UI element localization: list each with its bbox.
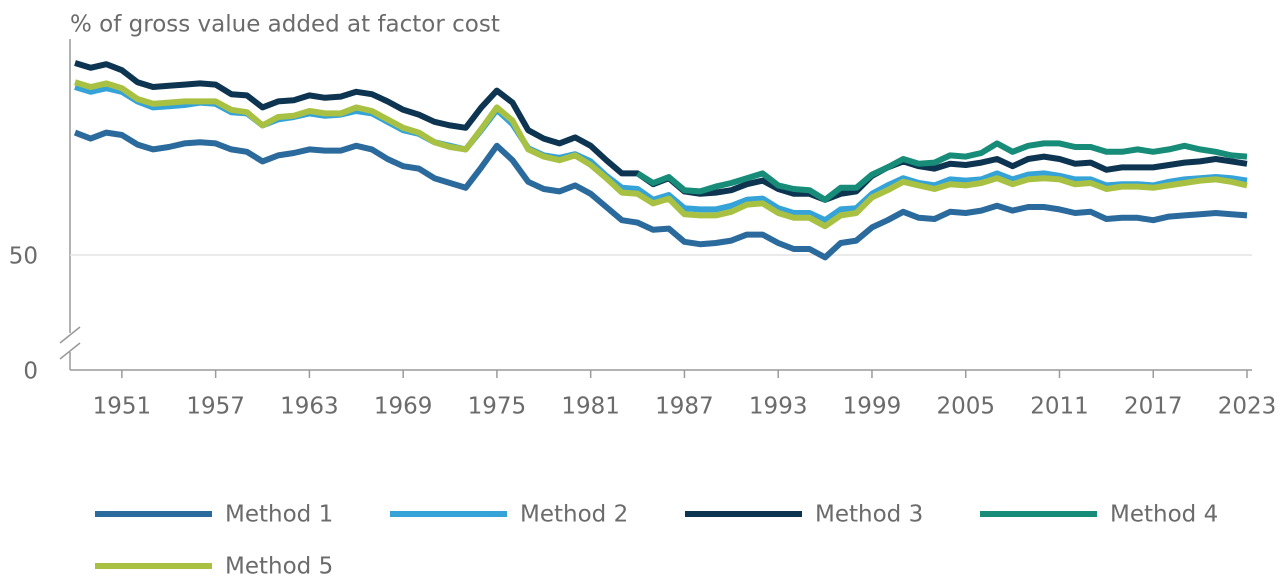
legend-label: Method 5: [225, 554, 333, 580]
axis-break: [59, 342, 81, 360]
x-tick-label: 2017: [1124, 394, 1183, 420]
line: [636, 140, 1248, 203]
x-tick-label: 2011: [1030, 394, 1089, 420]
axis-break: [59, 326, 81, 344]
x-tick-label: 1993: [749, 394, 808, 420]
y-axis-label: % of gross value added at factor cost: [70, 12, 500, 38]
x-tick-label: 1987: [655, 394, 714, 420]
x-tick-label: 1957: [186, 394, 245, 420]
legend-label: Method 1: [225, 502, 333, 528]
legend-label: Method 2: [520, 502, 628, 528]
x-tick-label: 1975: [468, 394, 527, 420]
x-tick-label: 1981: [561, 394, 620, 420]
y-tick-label: 0: [23, 359, 38, 385]
x-tick-label: 1969: [374, 394, 433, 420]
x-tick-label: 1951: [93, 394, 152, 420]
x-tick-label: 1999: [843, 394, 902, 420]
x-tick-label: 1963: [280, 394, 339, 420]
y-tick-label: 50: [9, 244, 38, 270]
line: [73, 129, 1248, 261]
x-tick-label: 2005: [936, 394, 995, 420]
legend-label: Method 3: [815, 502, 923, 528]
x-tick-label: 2023: [1218, 394, 1277, 420]
line: [74, 79, 1248, 230]
legend-label: Method 4: [1110, 502, 1218, 528]
